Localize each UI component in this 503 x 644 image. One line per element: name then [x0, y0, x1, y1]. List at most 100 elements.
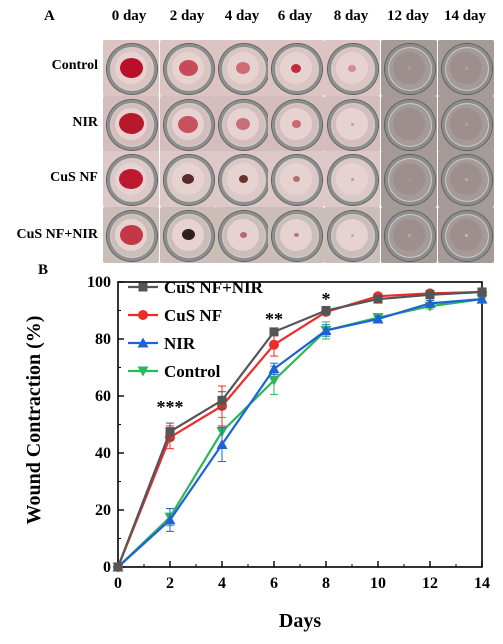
x-tick-label: 8	[322, 575, 330, 592]
wound-ring	[385, 44, 435, 94]
data-point	[217, 395, 227, 405]
wound-ring	[272, 100, 322, 150]
y-axis-label: Wound Contraction (%)	[23, 316, 45, 525]
day-header: 12 day	[386, 8, 430, 24]
wound-photo	[103, 40, 159, 96]
data-point	[268, 375, 280, 386]
panel-b-label: B	[38, 262, 49, 278]
x-axis-label: Days	[279, 610, 321, 632]
wound-photo	[160, 96, 216, 152]
y-tick-label: 0	[103, 559, 111, 576]
row-label-nir: NIR	[72, 115, 98, 130]
wound-area	[119, 113, 144, 134]
wound-photo	[324, 207, 380, 263]
wound-ring	[107, 211, 157, 261]
y-tick-label: 60	[95, 388, 111, 405]
wound-area	[291, 64, 301, 73]
wound-area	[179, 60, 198, 76]
wound-area	[465, 234, 468, 237]
wound-area	[292, 120, 301, 128]
wound-photo	[438, 151, 494, 207]
wound-photo	[103, 207, 159, 263]
data-point	[216, 438, 228, 449]
wound-area	[465, 123, 468, 126]
wound-area	[351, 234, 354, 237]
wound-ring	[107, 155, 157, 205]
day-header: 2 day	[169, 8, 205, 24]
row-label-control: Control	[51, 58, 98, 73]
data-point	[476, 293, 488, 304]
day-header: 4 day	[224, 8, 260, 24]
x-tick-label: 10	[370, 575, 386, 592]
wound-ring	[328, 211, 378, 261]
wound-photo	[324, 96, 380, 152]
wound-ring	[272, 155, 322, 205]
wound-photo	[215, 207, 271, 263]
data-point	[165, 427, 175, 437]
x-tick-label: 2	[166, 575, 174, 592]
data-point	[269, 327, 279, 337]
wound-ring	[164, 155, 214, 205]
wound-area	[408, 234, 411, 237]
wound-area	[119, 169, 143, 189]
wound-photo	[268, 151, 324, 207]
wound-photo	[438, 207, 494, 263]
wound-ring	[272, 211, 322, 261]
wound-ring	[442, 100, 492, 150]
day-header: 6 day	[277, 8, 313, 24]
series-line	[116, 290, 483, 568]
wound-area	[351, 178, 354, 181]
data-point	[113, 562, 123, 572]
wound-photo	[215, 40, 271, 96]
data-point	[164, 514, 176, 525]
data-point	[477, 287, 487, 297]
data-point	[321, 306, 331, 315]
data-point	[372, 313, 384, 324]
legend-marker	[138, 310, 148, 320]
significance-label: *	[322, 289, 331, 309]
wound-area	[182, 174, 194, 184]
wound-ring	[272, 44, 322, 94]
wound-photo	[438, 40, 494, 96]
wound-area	[240, 232, 247, 238]
wound-photo	[160, 40, 216, 96]
wound-ring	[107, 44, 157, 94]
wound-ring	[385, 100, 435, 150]
legend-marker	[137, 337, 149, 348]
y-tick-label: 40	[95, 445, 111, 462]
day-header: 0 day	[111, 8, 147, 24]
wound-ring	[328, 155, 378, 205]
series-line	[117, 298, 483, 568]
y-tick-label: 100	[87, 274, 111, 291]
wound-ring	[164, 44, 214, 94]
wound-area	[239, 175, 248, 183]
y-tick-label: 20	[95, 502, 111, 519]
legend-label: Control	[164, 362, 221, 381]
data-point	[268, 363, 280, 374]
wound-contraction-chart: 0 2 4 6 8 10 12 14 0 20 40 60 80 100 CuS NF+NIR CuS NF…	[23, 274, 490, 632]
x-tick-label: 4	[218, 575, 226, 592]
wound-photo	[438, 96, 494, 152]
x-tick-label: 12	[422, 575, 438, 592]
wound-ring	[164, 211, 214, 261]
wound-photo	[103, 96, 159, 152]
wound-ring	[442, 44, 492, 94]
wound-area	[236, 62, 250, 74]
data-point	[424, 297, 436, 308]
day-header: 14 day	[443, 8, 487, 24]
wound-area	[408, 67, 411, 70]
wound-area	[408, 178, 411, 181]
wound-ring	[385, 211, 435, 261]
wound-area	[182, 229, 195, 240]
wound-area	[294, 233, 299, 237]
series-cus-nf-nir	[113, 287, 487, 572]
wound-photo	[324, 40, 380, 96]
wound-area	[293, 176, 300, 182]
wound-area	[348, 65, 356, 72]
panel-a-label: A	[44, 8, 55, 24]
x-tick-label: 6	[270, 575, 278, 592]
wound-photo	[324, 151, 380, 207]
wound-ring	[164, 100, 214, 150]
wound-photo	[381, 40, 437, 96]
legend-label: CuS NF+NIR	[164, 278, 264, 297]
